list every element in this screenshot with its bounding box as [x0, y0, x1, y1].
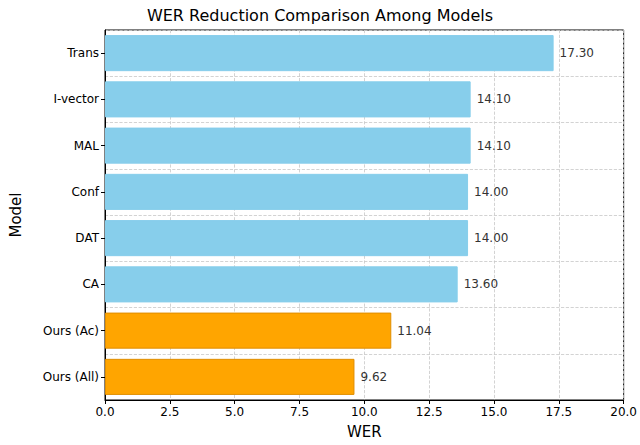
- svg-text:15.0: 15.0: [481, 405, 508, 419]
- svg-text:0.0: 0.0: [95, 405, 114, 419]
- svg-text:MAL: MAL: [74, 139, 100, 153]
- svg-text:12.5: 12.5: [416, 405, 443, 419]
- svg-text:Model: Model: [7, 192, 25, 237]
- svg-text:14.10: 14.10: [477, 139, 511, 153]
- svg-text:17.30: 17.30: [560, 46, 594, 60]
- svg-text:Trans: Trans: [66, 46, 99, 60]
- svg-text:I-vector: I-vector: [53, 92, 99, 106]
- svg-text:5.0: 5.0: [225, 405, 244, 419]
- svg-text:20.0: 20.0: [610, 405, 637, 419]
- svg-text:WER Reduction Comparison Among: WER Reduction Comparison Among Models: [147, 6, 493, 25]
- svg-text:14.10: 14.10: [477, 92, 511, 106]
- svg-text:13.60: 13.60: [464, 277, 498, 291]
- svg-text:9.62: 9.62: [360, 370, 387, 384]
- svg-text:7.5: 7.5: [290, 405, 309, 419]
- svg-text:14.00: 14.00: [474, 185, 508, 199]
- svg-text:2.5: 2.5: [160, 405, 179, 419]
- svg-text:DAT: DAT: [75, 231, 99, 245]
- svg-text:CA: CA: [82, 277, 99, 291]
- svg-text:WER: WER: [347, 423, 382, 441]
- svg-text:17.5: 17.5: [545, 405, 572, 419]
- svg-text:Ours (Ac): Ours (Ac): [43, 324, 99, 338]
- svg-text:Ours (All): Ours (All): [43, 370, 99, 384]
- svg-text:Conf: Conf: [71, 185, 99, 199]
- svg-text:11.04: 11.04: [397, 324, 431, 338]
- svg-text:14.00: 14.00: [474, 231, 508, 245]
- svg-text:10.0: 10.0: [351, 405, 378, 419]
